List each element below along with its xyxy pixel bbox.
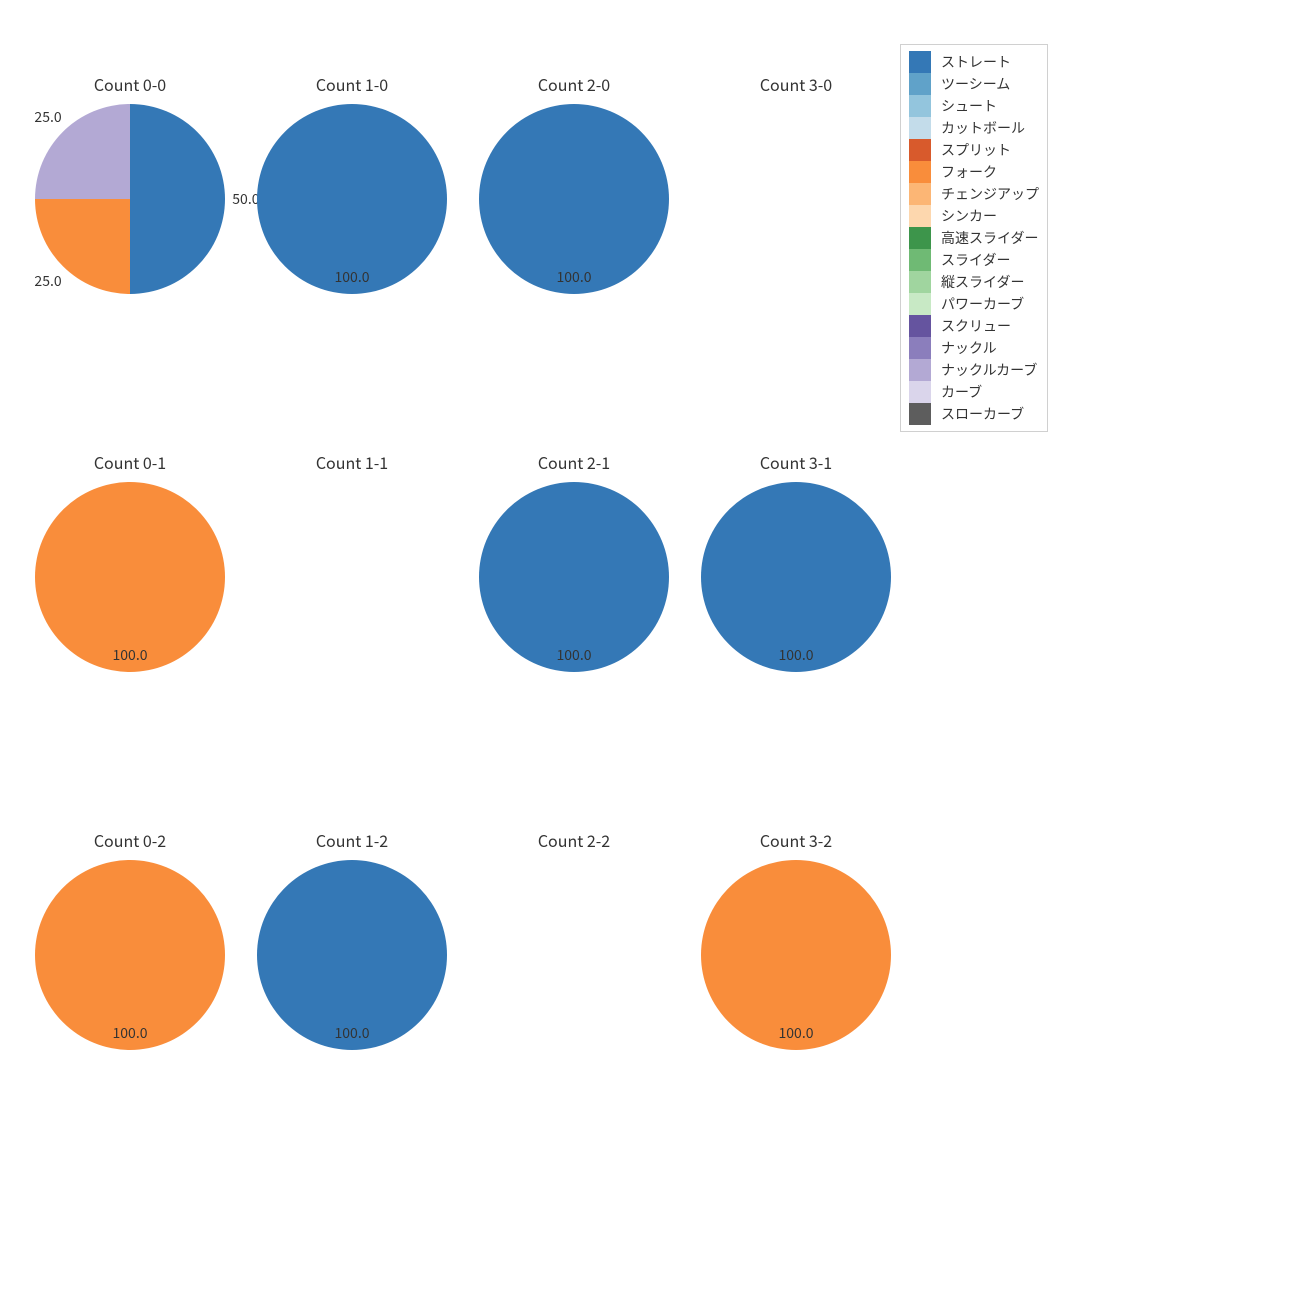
legend-swatch: [909, 293, 931, 315]
pie-chart: [257, 482, 447, 672]
legend-swatch: [909, 95, 931, 117]
slice-label: 25.0: [34, 271, 61, 291]
pie-panel-1-3: Count 3-1 100.0: [686, 450, 906, 672]
legend-swatch: [909, 271, 931, 293]
legend-label: ツーシーム: [941, 74, 1010, 94]
legend-item: カーブ: [909, 381, 1039, 403]
chart-canvas: Count 0-050.025.025.0Count 1-0100.0Count…: [0, 0, 1300, 1300]
legend-swatch: [909, 359, 931, 381]
pie-chart: 100.0: [35, 860, 225, 1050]
panel-title: Count 3-1: [686, 450, 906, 474]
legend-item: ナックル: [909, 337, 1039, 359]
legend-swatch: [909, 73, 931, 95]
pie-panel-2-3: Count 3-2 100.0: [686, 828, 906, 1050]
legend-item: シュート: [909, 95, 1039, 117]
legend-item: フォーク: [909, 161, 1039, 183]
legend-swatch: [909, 227, 931, 249]
legend-label: スプリット: [941, 140, 1011, 160]
legend-item: スプリット: [909, 139, 1039, 161]
panel-title: Count 2-1: [464, 450, 684, 474]
legend-label: 高速スライダー: [941, 228, 1038, 248]
pie-panel-1-0: Count 0-1 100.0: [20, 450, 240, 672]
pie-panel-1-1: Count 1-1: [242, 450, 462, 672]
slice-label: 100.0: [557, 267, 592, 287]
legend-swatch: [909, 381, 931, 403]
legend-swatch: [909, 337, 931, 359]
legend-label: シュート: [941, 96, 997, 116]
legend-item: チェンジアップ: [909, 183, 1039, 205]
slice-label: 100.0: [335, 1023, 370, 1043]
legend-swatch: [909, 183, 931, 205]
slice-label: 100.0: [779, 645, 814, 665]
pie-panel-0-1: Count 1-0 100.0: [242, 72, 462, 294]
legend-swatch: [909, 403, 931, 425]
legend-label: スライダー: [941, 250, 1010, 270]
legend-item: 高速スライダー: [909, 227, 1039, 249]
panel-title: Count 0-0: [20, 72, 240, 96]
panel-title: Count 3-2: [686, 828, 906, 852]
pie-chart: 100.0: [479, 104, 669, 294]
panel-title: Count 0-1: [20, 450, 240, 474]
slice-label: 25.0: [34, 107, 61, 127]
pie-panel-0-0: Count 0-050.025.025.0: [20, 72, 240, 294]
pie-chart: 100.0: [479, 482, 669, 672]
legend-item: スクリュー: [909, 315, 1039, 337]
legend-swatch: [909, 117, 931, 139]
pie-chart: [479, 860, 669, 1050]
slice-label: 100.0: [113, 1023, 148, 1043]
legend-item: カットボール: [909, 117, 1039, 139]
pie-panel-0-3: Count 3-0: [686, 72, 906, 294]
legend-swatch: [909, 161, 931, 183]
legend: ストレートツーシームシュートカットボールスプリットフォークチェンジアップシンカー…: [900, 44, 1048, 432]
pie-chart: 100.0: [701, 482, 891, 672]
legend-item: ストレート: [909, 51, 1039, 73]
pie-panel-2-1: Count 1-2 100.0: [242, 828, 462, 1050]
legend-label: シンカー: [941, 206, 997, 226]
legend-label: フォーク: [941, 162, 997, 182]
legend-label: パワーカーブ: [941, 294, 1024, 314]
legend-swatch: [909, 315, 931, 337]
legend-label: ストレート: [941, 52, 1011, 72]
pie-chart: 50.025.025.0: [35, 104, 225, 294]
legend-item: スライダー: [909, 249, 1039, 271]
legend-item: パワーカーブ: [909, 293, 1039, 315]
legend-swatch: [909, 205, 931, 227]
panel-title: Count 1-0: [242, 72, 462, 96]
panel-title: Count 0-2: [20, 828, 240, 852]
pie-chart: 100.0: [257, 860, 447, 1050]
pie-panel-2-2: Count 2-2: [464, 828, 684, 1050]
legend-swatch: [909, 249, 931, 271]
pie-panel-1-2: Count 2-1 100.0: [464, 450, 684, 672]
legend-label: スクリュー: [941, 316, 1011, 336]
legend-swatch: [909, 51, 931, 73]
legend-item: ナックルカーブ: [909, 359, 1039, 381]
legend-label: ナックル: [941, 338, 997, 358]
pie-chart: 100.0: [257, 104, 447, 294]
legend-item: 縦スライダー: [909, 271, 1039, 293]
legend-label: カーブ: [941, 382, 982, 402]
slice-label: 100.0: [557, 645, 592, 665]
panel-title: Count 2-0: [464, 72, 684, 96]
legend-label: ナックルカーブ: [941, 360, 1037, 380]
panel-title: Count 3-0: [686, 72, 906, 96]
legend-label: カットボール: [941, 118, 1025, 138]
pie-chart: [701, 104, 891, 294]
panel-title: Count 1-1: [242, 450, 462, 474]
legend-item: スローカーブ: [909, 403, 1039, 425]
legend-item: ツーシーム: [909, 73, 1039, 95]
slice-label: 100.0: [335, 267, 370, 287]
pie-panel-2-0: Count 0-2 100.0: [20, 828, 240, 1050]
panel-title: Count 1-2: [242, 828, 462, 852]
legend-label: スローカーブ: [941, 404, 1024, 424]
pie-panel-0-2: Count 2-0 100.0: [464, 72, 684, 294]
legend-label: 縦スライダー: [941, 272, 1024, 292]
pie-chart: 100.0: [701, 860, 891, 1050]
slice-label: 100.0: [779, 1023, 814, 1043]
legend-item: シンカー: [909, 205, 1039, 227]
pie-chart: 100.0: [35, 482, 225, 672]
slice-label: 100.0: [113, 645, 148, 665]
panel-title: Count 2-2: [464, 828, 684, 852]
legend-swatch: [909, 139, 931, 161]
legend-label: チェンジアップ: [941, 184, 1039, 204]
